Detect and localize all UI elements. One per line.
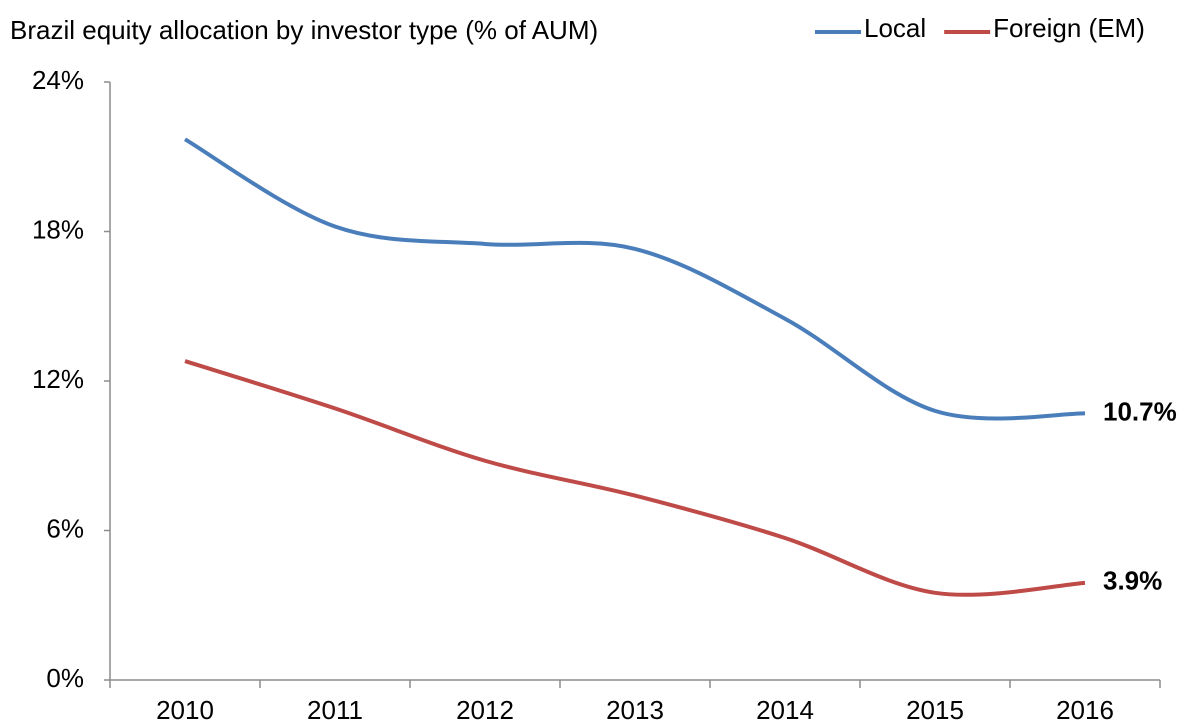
x-tick-label: 2016 [1056, 695, 1114, 725]
chart-title: Brazil equity allocation by investor typ… [10, 15, 598, 45]
x-tick-label: 2012 [456, 695, 514, 725]
line [184, 359, 1086, 597]
x-tick-label: 2014 [756, 695, 814, 725]
x-tick-label: 2015 [906, 695, 964, 725]
data-label: 10.7% [1103, 396, 1177, 426]
y-tick-label: 18% [32, 214, 84, 244]
x-tick-label: 2010 [156, 695, 214, 725]
x-tick-label: 2013 [606, 695, 664, 725]
y-tick-label: 6% [46, 513, 84, 543]
y-tick-label: 24% [32, 65, 84, 95]
x-tick-label: 2011 [307, 695, 363, 725]
y-tick-label: 12% [32, 364, 84, 394]
legend-label: Foreign (EM) [993, 13, 1145, 43]
y-tick-label: 0% [46, 663, 84, 693]
legend-label: Local [864, 13, 926, 43]
data-label: 3.9% [1103, 566, 1162, 596]
line [183, 137, 1086, 421]
